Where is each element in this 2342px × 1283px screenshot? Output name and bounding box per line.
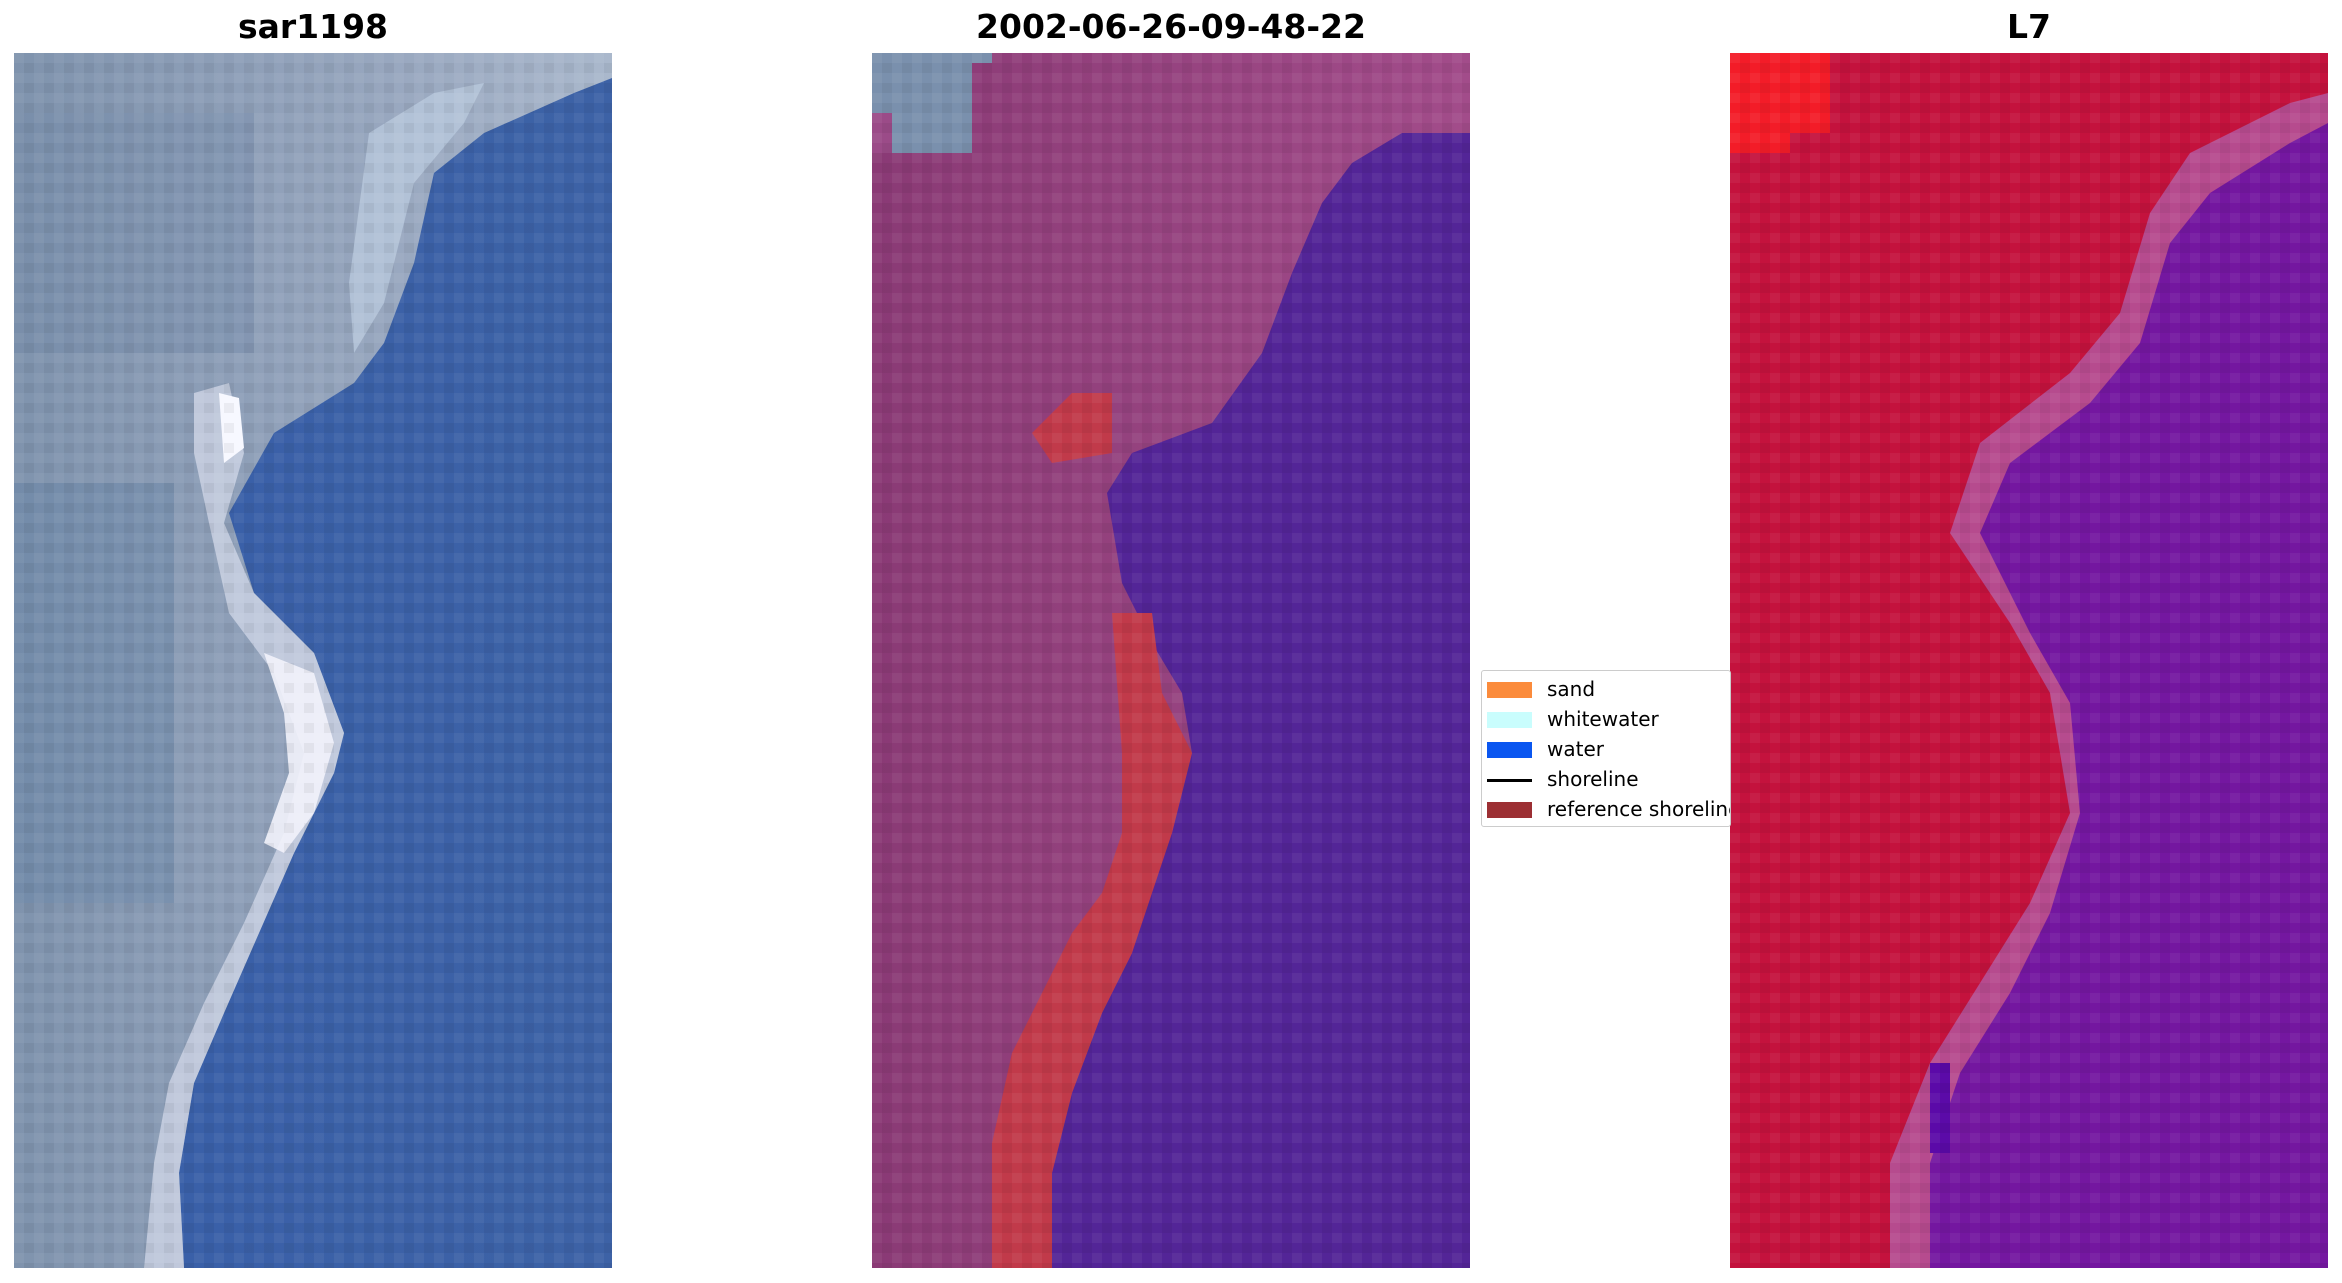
legend-item-sand: sand [1482, 674, 1730, 704]
legend-item-whitewater: whitewater [1482, 704, 1730, 734]
legend-label-water: water [1547, 737, 1604, 761]
legend-label-whitewater: whitewater [1547, 707, 1659, 731]
legend-item-reference-shoreline: reference shoreline [1482, 794, 1731, 824]
legend-label-shoreline: shoreline [1547, 767, 1639, 791]
legend-label-sand: sand [1547, 677, 1596, 701]
panel-title-rgb: sar1198 [237, 7, 389, 46]
sand-swatch [1487, 682, 1532, 698]
shoreline-line-swatch [1487, 779, 1532, 782]
whitewater-swatch [1487, 712, 1532, 728]
legend-item-shoreline: shoreline [1482, 764, 1730, 794]
classified-image-panel [872, 53, 1470, 1268]
water-swatch [1487, 742, 1532, 758]
rgb-image-panel [14, 53, 612, 1268]
rgb-satellite-image [14, 53, 612, 1268]
panel-title-classified: 2002-06-26-09-48-22 [976, 7, 1366, 46]
classified-image [872, 53, 1470, 1268]
legend-label-reference-shoreline: reference shoreline [1547, 797, 1731, 821]
reference-shoreline-swatch [1487, 802, 1532, 818]
legend-item-water: water [1482, 734, 1730, 764]
panel-title-index: L7 [2007, 7, 2051, 46]
index-image [1730, 53, 2328, 1268]
legend: sand whitewater water shoreline referenc… [1481, 670, 1731, 827]
index-image-panel [1730, 53, 2328, 1268]
